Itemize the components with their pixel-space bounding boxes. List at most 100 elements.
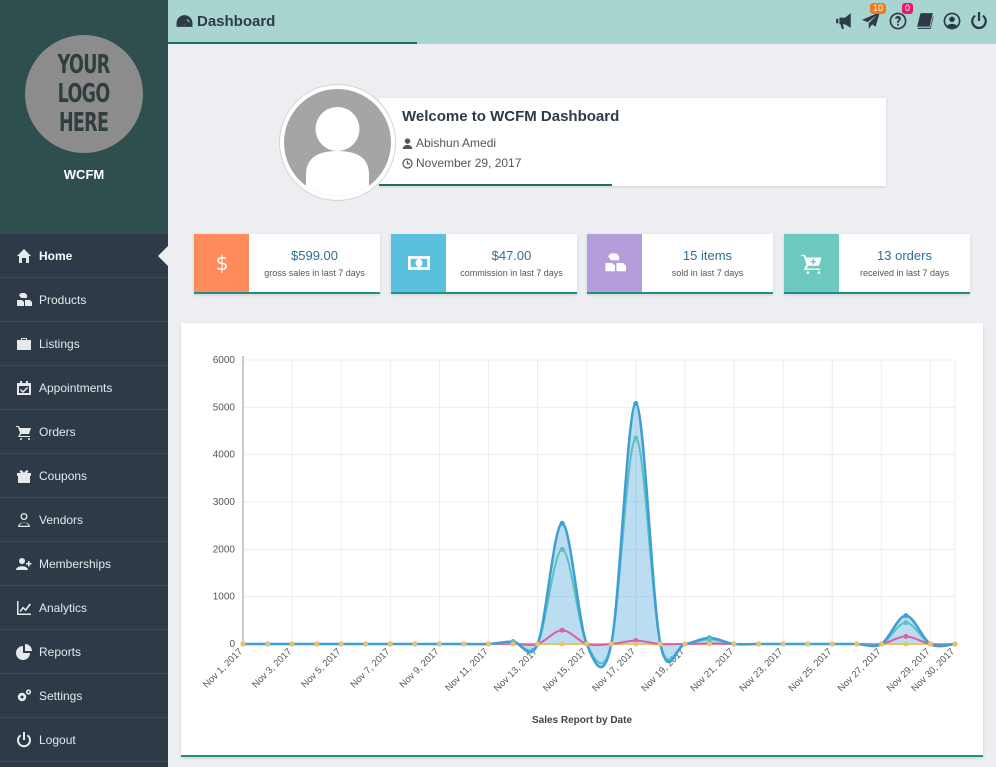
sidebar-item-logout[interactable]: Logout xyxy=(0,718,168,762)
user-icon xyxy=(402,137,413,149)
x-tick-label: Nov 9, 2017 xyxy=(398,646,442,690)
brand-name: WCFM xyxy=(63,167,105,182)
logout-button[interactable] xyxy=(970,12,988,30)
data-point xyxy=(706,641,712,647)
sidebar-item-label: Analytics xyxy=(39,600,88,615)
data-point xyxy=(559,641,565,647)
welcome-title: Welcome to WCFM Dashboard xyxy=(402,108,620,125)
logo-line: LOGO xyxy=(58,78,111,109)
sidebar-item-vendors[interactable]: Vendors xyxy=(0,498,168,542)
dollar-icon: $ xyxy=(215,252,228,274)
sidebar-item-memberships[interactable]: Memberships xyxy=(0,542,168,586)
welcome-user: Abishun Amedi xyxy=(402,136,496,150)
cubes-icon xyxy=(604,253,626,272)
sidebar-item-listings[interactable]: Listings xyxy=(0,322,168,366)
stat-value: 15 items xyxy=(682,248,733,263)
header-actions: 10 0 xyxy=(835,3,988,30)
sidebar-item-analytics[interactable]: Analytics xyxy=(0,586,168,630)
data-point xyxy=(731,641,737,647)
clock-icon xyxy=(402,157,413,169)
stat-label: received in last 7 days xyxy=(859,268,950,278)
data-point xyxy=(608,641,614,647)
data-point xyxy=(682,641,688,647)
stat-commission[interactable]: $47.00 commission in last 7 days xyxy=(391,234,577,294)
brand-area: YOUR LOGO HERE WCFM xyxy=(0,0,168,234)
y-tick-label: 2000 xyxy=(213,544,236,555)
book-icon xyxy=(917,13,934,29)
stat-icon-box xyxy=(784,234,839,292)
sidebar-item-label: Vendors xyxy=(39,512,84,527)
sidebar-item-coupons[interactable]: Coupons xyxy=(0,454,168,498)
cart-plus-icon xyxy=(800,254,822,274)
data-point xyxy=(706,636,712,642)
welcome-date: November 29, 2017 xyxy=(402,156,521,170)
knowledgebase-button[interactable] xyxy=(916,12,934,30)
sidebar-item-settings[interactable]: Settings xyxy=(0,674,168,718)
series-line xyxy=(243,402,956,669)
sidebar-item-home[interactable]: Home xyxy=(0,234,168,278)
user-icon xyxy=(18,512,30,527)
welcome-underline xyxy=(379,184,612,186)
data-point xyxy=(805,641,811,647)
avatar[interactable] xyxy=(279,84,396,201)
announcement-button[interactable] xyxy=(835,12,853,30)
stat-items-sold[interactable]: 15 items sold in last 7 days xyxy=(587,234,773,294)
stat-icon-box xyxy=(587,234,642,292)
data-point xyxy=(780,641,786,647)
sidebar: YOUR LOGO HERE WCFM Home Products Listin… xyxy=(0,0,168,767)
data-point xyxy=(854,641,860,647)
data-point xyxy=(878,641,884,647)
data-point xyxy=(510,641,516,647)
data-point xyxy=(584,641,590,647)
data-point xyxy=(633,435,639,441)
logo-line: YOUR xyxy=(58,49,111,80)
welcome-date-text: November 29, 2017 xyxy=(416,156,522,170)
stat-gross-sales[interactable]: $ $599.00 gross sales in last 7 days xyxy=(194,234,380,294)
data-point xyxy=(633,641,639,647)
sidebar-item-appointments[interactable]: Appointments xyxy=(0,366,168,410)
enquiry-count-badge: 0 xyxy=(901,3,913,14)
data-point xyxy=(559,627,565,633)
data-point xyxy=(559,546,565,552)
stat-label: gross sales in last 7 days xyxy=(264,268,365,278)
x-tick-label: Nov 5, 2017 xyxy=(299,646,343,690)
x-tick-label: Nov 21, 2017 xyxy=(688,646,736,694)
sidebar-item-products[interactable]: Products xyxy=(0,278,168,322)
welcome-user-name: Abishun Amedi xyxy=(416,136,497,150)
stat-value: 13 orders xyxy=(877,248,932,263)
user-circle-icon xyxy=(943,12,961,30)
stat-label: commission in last 7 days xyxy=(460,268,563,278)
stat-orders-received[interactable]: 13 orders received in last 7 days xyxy=(784,234,970,294)
page-title: Dashboard xyxy=(176,13,275,30)
x-tick-label: Nov 27, 2017 xyxy=(836,646,884,694)
x-tick-label: Nov 23, 2017 xyxy=(738,646,786,694)
y-tick-label: 5000 xyxy=(213,402,236,413)
messages-button[interactable]: 10 xyxy=(862,3,886,30)
logo[interactable]: YOUR LOGO HERE xyxy=(25,35,143,153)
data-point xyxy=(756,641,762,647)
sidebar-item-label: Products xyxy=(39,292,87,307)
sidebar-item-orders[interactable]: Orders xyxy=(0,410,168,454)
pie-chart-icon xyxy=(16,643,32,660)
data-point xyxy=(387,641,393,647)
sidebar-item-label: Listings xyxy=(39,336,80,351)
power-icon xyxy=(971,12,987,30)
sidebar-item-reports[interactable]: Reports xyxy=(0,630,168,674)
stat-label: sold in last 7 days xyxy=(671,268,744,278)
welcome-card: Welcome to WCFM Dashboard Abishun Amedi … xyxy=(379,98,886,186)
x-tick-label: Nov 25, 2017 xyxy=(787,646,835,694)
user-plus-icon xyxy=(16,557,32,570)
data-point xyxy=(486,641,492,647)
logo-line: HERE xyxy=(59,107,109,138)
data-point xyxy=(535,641,541,647)
enquiry-button[interactable]: 0 xyxy=(889,3,913,30)
sales-chart-card: 0 1000 2000 3000 4000 5000 6000 Nov 1, 2017 Nov … xyxy=(181,323,983,757)
sidebar-item-label: Reports xyxy=(39,644,82,659)
profile-button[interactable] xyxy=(943,12,961,30)
svg-text:$: $ xyxy=(215,252,228,274)
dashboard-icon xyxy=(176,15,193,27)
y-tick-label: 3000 xyxy=(213,497,236,508)
stat-icon-box: $ xyxy=(194,234,249,292)
data-point xyxy=(363,641,369,647)
